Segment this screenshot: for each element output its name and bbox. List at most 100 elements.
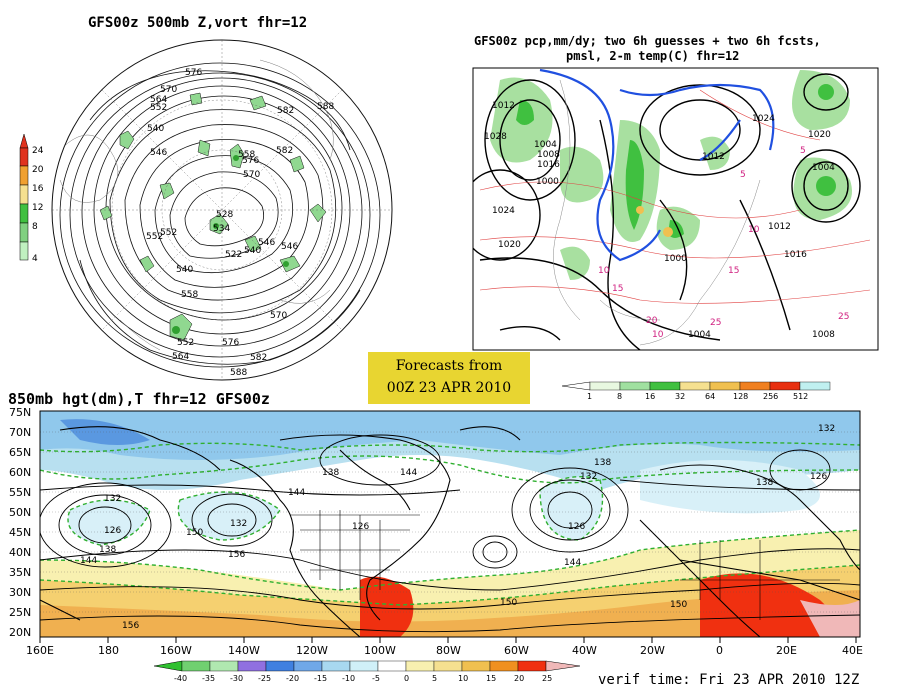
polar-contour-label: 558 bbox=[181, 290, 199, 300]
map850-colorbar-swatch bbox=[433, 660, 463, 672]
map850-colorbar-swatch bbox=[265, 660, 295, 672]
lon-label: 20E bbox=[776, 644, 797, 657]
temp-label: 25 bbox=[710, 318, 722, 328]
lon-label: 160E bbox=[26, 644, 54, 657]
height-label: 144 bbox=[80, 556, 98, 566]
temp-label: 5 bbox=[740, 170, 746, 180]
pressure-label: 1012 bbox=[492, 101, 515, 111]
height-label: 126 bbox=[810, 472, 828, 482]
map850-colorbar-swatch bbox=[405, 660, 435, 672]
forecast-banner: Forecasts from 00Z 23 APR 2010 bbox=[368, 352, 530, 404]
height-label: 126 bbox=[568, 522, 586, 532]
map850-colorbar-label: -10 bbox=[342, 674, 356, 683]
temp-label: 5 bbox=[800, 146, 806, 156]
height-label: 144 bbox=[400, 468, 418, 478]
polar-contour-label: 582 bbox=[276, 146, 294, 156]
polar-contour-label: 564 bbox=[150, 95, 168, 105]
map850-colorbar-swatch bbox=[517, 660, 547, 672]
verif-time: verif time: Fri 23 APR 2010 12Z bbox=[598, 672, 860, 688]
map850-colorbar-label: -5 bbox=[372, 674, 380, 683]
map850-colorbar-label: -35 bbox=[202, 674, 216, 683]
height-label: 132 bbox=[818, 424, 836, 434]
map850-title: 850mb hgt(dm),T fhr=12 GFS00z bbox=[8, 390, 270, 408]
map850-colorbar-label: -40 bbox=[174, 674, 188, 683]
lon-label: 20W bbox=[640, 644, 665, 657]
precip-colorbar-swatch bbox=[799, 381, 831, 391]
map850-colorbar-swatch bbox=[489, 660, 519, 672]
polar-colorbar-swatch bbox=[19, 222, 29, 243]
map850-colorbar-swatch bbox=[461, 660, 491, 672]
height-label: 156 bbox=[122, 621, 140, 631]
height-label: 126 bbox=[104, 526, 122, 536]
precip-colorbar-swatch bbox=[619, 381, 651, 391]
polar-contour-label: 528 bbox=[216, 210, 234, 220]
polar-contour-label: 552 bbox=[160, 228, 178, 238]
precip-colorbar-swatch bbox=[589, 381, 621, 391]
pressure-label: 1000 bbox=[536, 177, 559, 187]
temp-label: 10 bbox=[598, 266, 610, 276]
polar-panel-title: GFS00z 500mb Z,vort fhr=12 bbox=[88, 15, 308, 31]
polar-contour-label: 564 bbox=[172, 352, 190, 362]
precip-colorbar-label: 32 bbox=[675, 392, 686, 401]
polar-colorbar-swatch bbox=[19, 147, 29, 167]
pressure-label: 1012 bbox=[768, 222, 791, 232]
polar-colorbar-label: 4 bbox=[32, 254, 38, 264]
map850-colorbar-swatch bbox=[209, 660, 239, 672]
polar-contour-label: 582 bbox=[250, 353, 268, 363]
lon-label: 40W bbox=[572, 644, 597, 657]
pressure-label: 1016 bbox=[784, 250, 807, 260]
polar-contour-label: 534 bbox=[213, 224, 231, 234]
map850-colorbar-label: 15 bbox=[486, 674, 497, 683]
map850-colorbar: -40 -35 -30 -25 -20 -15 -10 -5 0 5 10 15… bbox=[150, 660, 590, 690]
lat-label: 20N bbox=[9, 626, 32, 639]
map850-colorbar-swatch bbox=[293, 660, 323, 672]
precip-colorbar-swatch bbox=[649, 381, 681, 391]
height-label: 132 bbox=[230, 519, 248, 529]
temp-label: 15 bbox=[612, 284, 624, 294]
precip-colorbar-label: 256 bbox=[763, 392, 779, 401]
pressure-label: 1020 bbox=[498, 240, 521, 250]
height-label: 150 bbox=[670, 600, 688, 610]
polar-contour-label: 522 bbox=[225, 250, 243, 260]
map850-colorbar-label: -30 bbox=[230, 674, 244, 683]
lat-label: 50N bbox=[9, 506, 32, 519]
map850-colorbar-label: -15 bbox=[314, 674, 328, 683]
polar-contour-label: 552 bbox=[146, 232, 164, 242]
temp-label: 20 bbox=[646, 316, 658, 326]
map850-colorbar-label: 5 bbox=[432, 674, 438, 683]
lon-label: 160W bbox=[160, 644, 192, 657]
height-label: 150 bbox=[500, 598, 518, 608]
lat-label: 60N bbox=[9, 466, 32, 479]
lon-label: 120W bbox=[296, 644, 328, 657]
height-label: 138 bbox=[322, 468, 340, 478]
precip-colorbar-swatch bbox=[709, 381, 741, 391]
lon-label: 60W bbox=[504, 644, 529, 657]
height-label: 126 bbox=[352, 522, 370, 532]
temp-label: 15 bbox=[728, 266, 740, 276]
polar-contour-label: 570 bbox=[160, 85, 178, 95]
polar-colorbar-label: 24 bbox=[32, 146, 44, 156]
polar-colorbar-swatch bbox=[19, 241, 29, 261]
polar-colorbar-swatch bbox=[19, 203, 29, 224]
polar-colorbar-label: 12 bbox=[32, 203, 44, 213]
map850-colorbar-label: 10 bbox=[458, 674, 469, 683]
pressure-label: 1016 bbox=[537, 160, 560, 170]
height-label: 138 bbox=[594, 458, 612, 468]
map850-colorbar-label: 25 bbox=[542, 674, 553, 683]
map850-colorbar-label: -20 bbox=[286, 674, 300, 683]
pressure-label: 1008 bbox=[812, 330, 835, 340]
map850-colorbar-swatch bbox=[377, 660, 407, 672]
height-label: 132 bbox=[580, 472, 598, 482]
polar-contour-label: 540 bbox=[147, 124, 165, 134]
polar-colorbar-label: 16 bbox=[32, 184, 44, 194]
lon-label: 80W bbox=[436, 644, 461, 657]
height-label: 156 bbox=[228, 550, 246, 560]
forecast-banner-line1: Forecasts from bbox=[395, 358, 503, 374]
lon-label: 100W bbox=[364, 644, 396, 657]
map850-colorbar-swatch bbox=[181, 660, 211, 672]
polar-contour-label: 558 bbox=[238, 150, 256, 160]
height-label: 138 bbox=[756, 478, 774, 488]
polar-contour-label: 588 bbox=[230, 368, 248, 378]
lon-label: 0 bbox=[716, 644, 723, 657]
